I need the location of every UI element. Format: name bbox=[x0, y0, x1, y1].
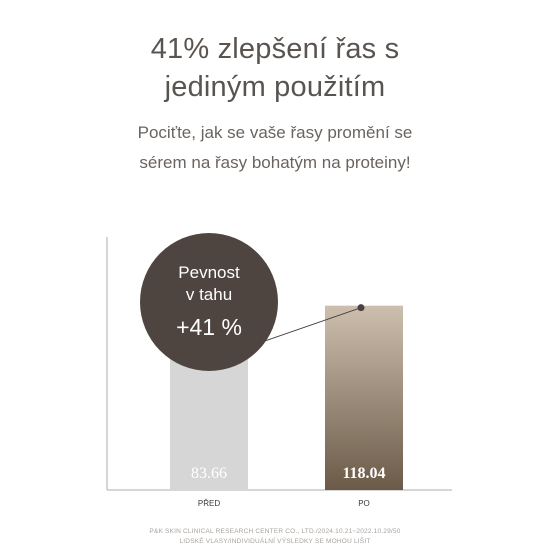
badge-line-1: Pevnost bbox=[178, 263, 240, 282]
value-label-po: 118.04 bbox=[342, 465, 385, 482]
footnote-line-1: P&K SKIN CLINICAL RESEARCH CENTER CO., L… bbox=[149, 528, 401, 535]
bar-po bbox=[325, 305, 403, 490]
footnote-line-2: LIDSKÉ VLASY/INDIVIDUÁLNÍ VÝSLEDKY SE MO… bbox=[179, 538, 371, 545]
bar-pred bbox=[170, 359, 248, 490]
title-line-1: 41% zlepšení řas s bbox=[150, 33, 400, 65]
subtitle-line-1: Pociťte, jak se vaše řasy promění se bbox=[137, 123, 413, 142]
subtitle-line-2: sérem na řasy bohatým na proteiny! bbox=[139, 153, 411, 172]
page-title: 41% zlepšení řas s jediným použitím bbox=[0, 30, 550, 106]
footnote: P&K SKIN CLINICAL RESEARCH CENTER CO., L… bbox=[0, 527, 550, 547]
badge-circle bbox=[140, 233, 278, 371]
badge-line-2: v tahu bbox=[186, 285, 232, 304]
page-subtitle: Pociťte, jak se vaše řasy promění se sér… bbox=[0, 118, 550, 178]
badge-line-3: +41 % bbox=[176, 314, 242, 340]
category-label-pred: PŘED bbox=[198, 499, 220, 508]
category-label-po: PO bbox=[358, 499, 370, 508]
title-line-2: jediným použitím bbox=[164, 71, 386, 103]
bar-chart: 83.66 PŘED 118.04 PO Pevnost v tahu +41 % bbox=[106, 233, 452, 508]
value-label-pred: 83.66 bbox=[191, 465, 227, 482]
trend-point-po bbox=[357, 304, 365, 312]
